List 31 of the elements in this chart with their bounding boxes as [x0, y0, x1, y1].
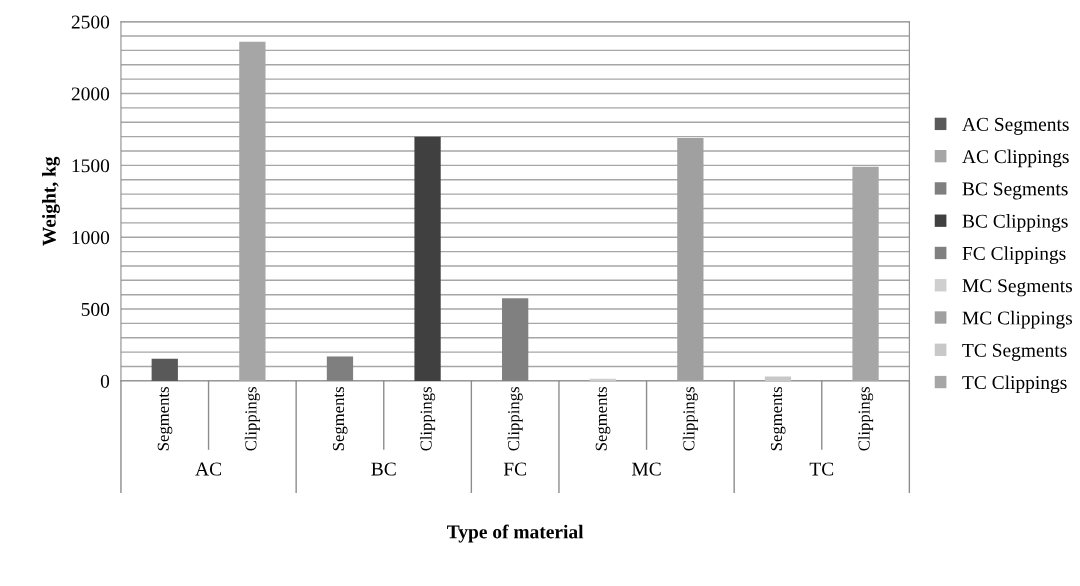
text: AC	[195, 462, 221, 476]
x-tick-label: Segments	[770, 387, 786, 451]
legend-label: MC Segments	[962, 279, 1072, 297]
y-tick-label: 2000	[71, 87, 110, 101]
x-tick-label: Segments	[332, 387, 348, 451]
legend-label: TC Clippings	[962, 375, 1067, 394]
x-tick-label: Clippings	[244, 387, 260, 451]
legend-label: TC Segments	[962, 343, 1067, 361]
legend-label: MC Clippings	[962, 310, 1073, 329]
y-tick-label: 1000	[72, 231, 110, 245]
text: TC	[809, 462, 834, 476]
x-tick-label: Segments	[595, 387, 611, 451]
y-tick-label: 1500	[72, 159, 110, 173]
y-tick-label: 2500	[71, 15, 110, 29]
legend-label: BC Clippings	[962, 214, 1068, 232]
x-tick-label: Clippings	[419, 387, 436, 451]
text: FC	[503, 462, 526, 476]
y-tick-label: 0	[100, 374, 110, 388]
y-axis-title: Weight, kg	[42, 156, 60, 246]
x-tick-label: Segments	[157, 387, 173, 451]
legend-label: AC Clippings	[962, 149, 1069, 168]
text: MC	[631, 462, 661, 476]
text: BC	[371, 462, 396, 476]
legend-label: BC Segments	[962, 182, 1068, 200]
legend-label: AC Segments	[962, 117, 1069, 135]
x-axis-title: Type of material	[447, 524, 584, 543]
x-tick-label: Clippings	[682, 387, 698, 451]
x-tick-label: Clippings	[507, 387, 523, 451]
x-tick-label: Clippings	[857, 387, 874, 451]
y-tick-label: 500	[81, 302, 110, 316]
legend-label: FC Clippings	[962, 246, 1066, 265]
